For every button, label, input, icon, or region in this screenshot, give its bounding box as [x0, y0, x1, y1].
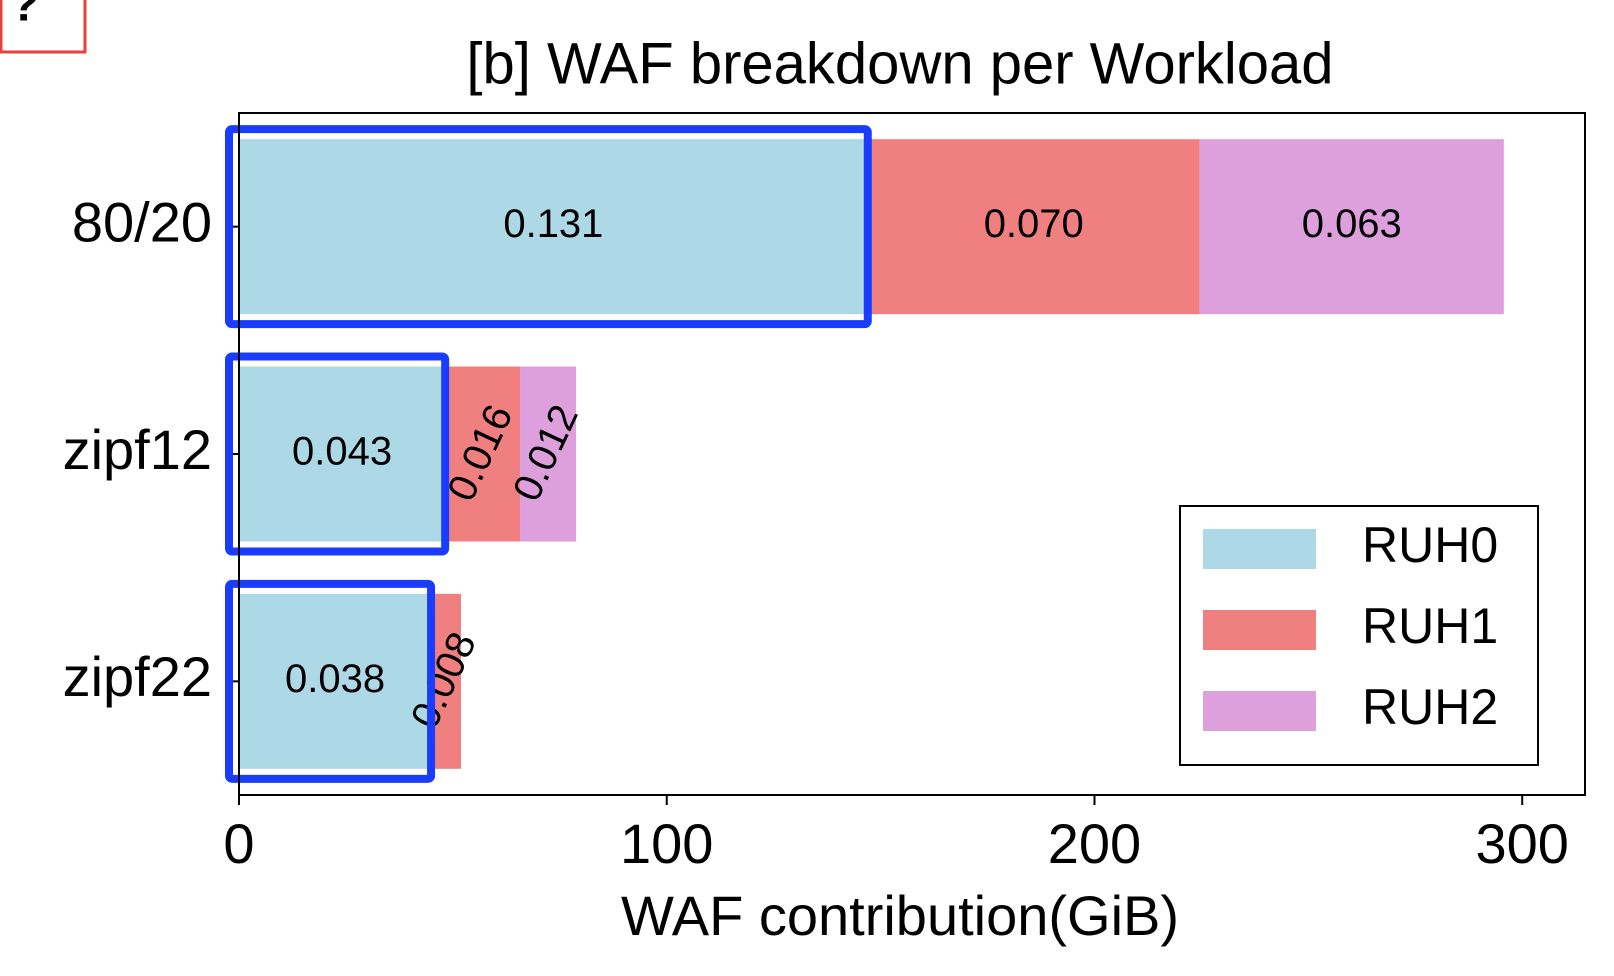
highlight-box: [225, 352, 450, 556]
y-tick-label: zipf12: [63, 418, 212, 481]
y-tick-label: zipf22: [63, 645, 212, 708]
legend-label: RUH1: [1362, 598, 1498, 654]
bar-label: 0.131: [503, 202, 603, 246]
x-tick-label: 200: [1048, 812, 1141, 875]
x-tick-label: 300: [1476, 812, 1569, 875]
bar-segment: [1199, 139, 1504, 315]
legend-swatch: [1203, 529, 1316, 569]
bar-segment: [239, 593, 432, 769]
bar-segment: [239, 366, 446, 542]
x-tick-label: 100: [620, 812, 713, 875]
bar-label: 0.063: [1302, 202, 1402, 246]
x-axis-label: WAF contribution(GiB): [621, 884, 1179, 947]
y-tick-label: 80/20: [72, 190, 212, 253]
bar-segment: [867, 139, 1200, 315]
legend-label: RUH2: [1362, 679, 1498, 735]
bar-segment: [431, 593, 461, 769]
bar-label: 0.038: [285, 657, 385, 701]
bar-label: 0.070: [984, 202, 1084, 246]
corner-label: ?: [10, 0, 39, 32]
bar-segment: [520, 366, 577, 542]
legend-label: RUH0: [1362, 517, 1498, 573]
x-tick-label: 0: [223, 812, 254, 875]
legend-swatch: [1203, 691, 1316, 731]
bar-segment: [239, 139, 868, 315]
corner-box: [0, 0, 87, 54]
highlight-box: [225, 125, 872, 329]
legend-swatch: [1203, 610, 1316, 650]
highlight-box: [225, 579, 436, 783]
chart-title: [b] WAF breakdown per Workload: [466, 31, 1333, 96]
bar-segment: [445, 366, 521, 542]
plot-frame: [238, 112, 1586, 796]
bar-label: 0.043: [292, 430, 392, 474]
